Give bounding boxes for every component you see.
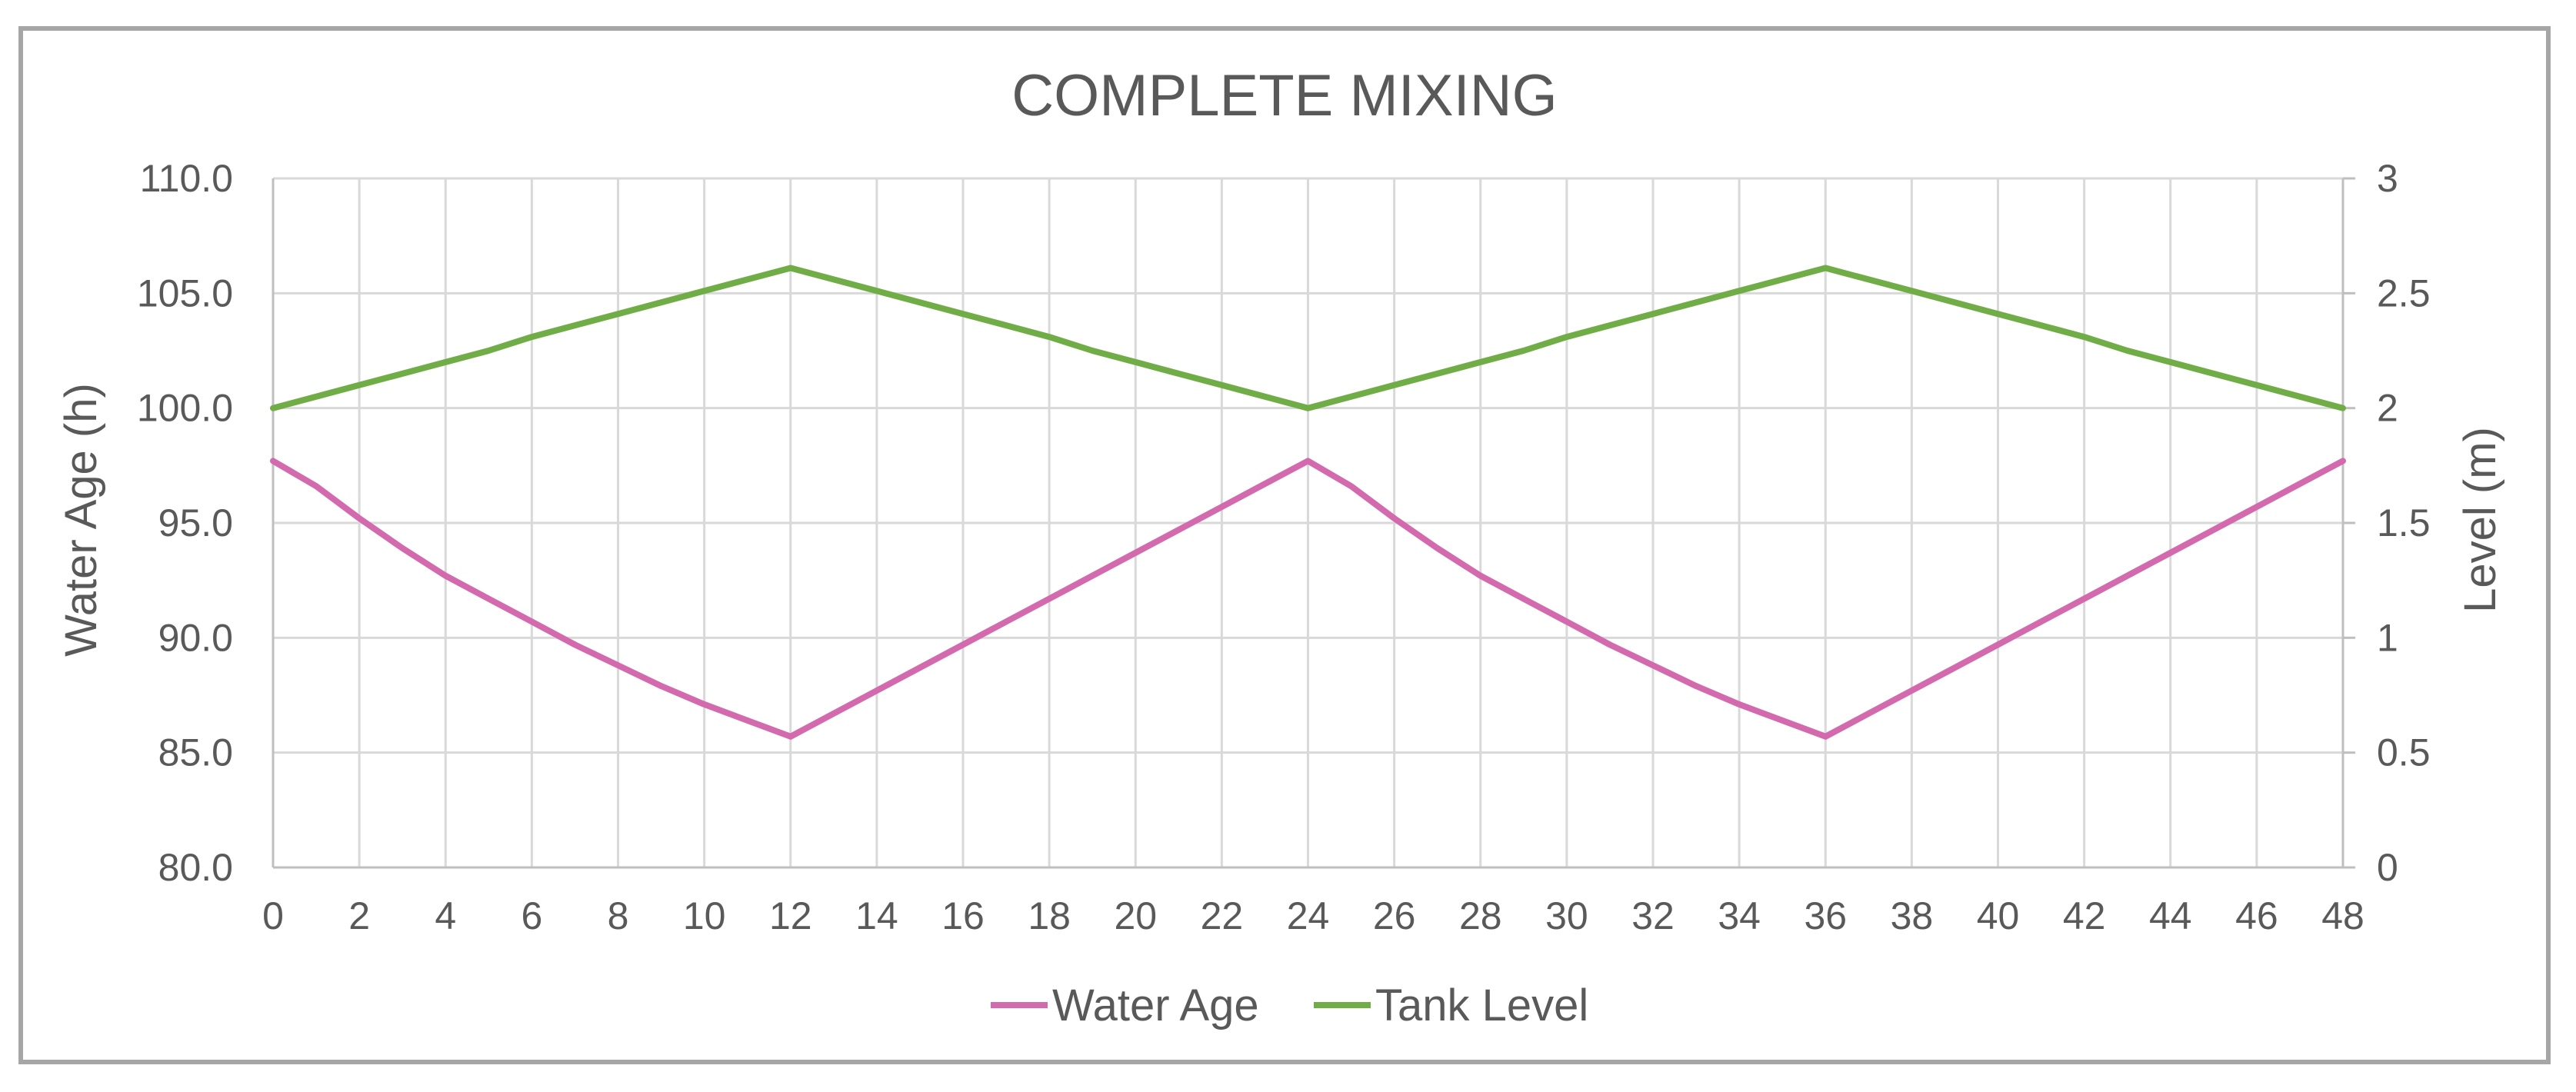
y-tick-label: 85.0: [158, 731, 233, 774]
series-line-water-age: [270, 458, 2346, 740]
y-tick-label: 80.0: [158, 846, 233, 889]
series: [270, 265, 2346, 740]
y-tick-label: 110.0: [140, 157, 233, 200]
legend-label-water-age: Water Age: [1052, 980, 1259, 1030]
x-tick-label: 12: [769, 894, 812, 937]
y2-tick-label: 0.5: [2377, 731, 2431, 774]
x-tick-label: 34: [1718, 894, 1761, 937]
x-tick-label: 44: [2149, 894, 2192, 937]
y2-tick-label: 0: [2377, 846, 2398, 889]
x-tick-label: 2: [348, 894, 370, 937]
y2-tick-label: 3: [2377, 157, 2398, 200]
y2-tick-label: 1.5: [2377, 501, 2431, 544]
y-tick-label: 100.0: [137, 387, 233, 430]
x-tick-label: 6: [521, 894, 542, 937]
y2-tick-label: 2: [2377, 387, 2398, 430]
x-tick-label: 42: [2063, 894, 2106, 937]
axes: [272, 177, 2355, 869]
series-line-tank-level: [270, 265, 2346, 411]
x-tick-label: 8: [608, 894, 629, 937]
y-axis-title-left: Water Age (h): [56, 383, 106, 657]
x-tick-label: 0: [262, 894, 284, 937]
y-tick-label: 105.0: [137, 271, 233, 315]
x-tick-label: 18: [1028, 894, 1071, 937]
chart-frame: [18, 26, 2551, 1064]
y-axis-title-right: Level (m): [2455, 427, 2505, 613]
legend: Water Age Tank Level: [991, 980, 1588, 1030]
y-tick-label: 90.0: [158, 616, 233, 659]
x-tick-label: 32: [1631, 894, 1675, 937]
x-tick-label: 22: [1201, 894, 1244, 937]
legend-label-tank-level: Tank Level: [1375, 980, 1588, 1030]
x-tick-label: 46: [2235, 894, 2278, 937]
y2-tick-label: 1: [2377, 616, 2398, 659]
x-tick-label: 30: [1545, 894, 1588, 937]
chart-title: COMPLETE MIXING: [1011, 63, 1557, 128]
x-tick-label: 16: [941, 894, 985, 937]
x-tick-label: 48: [2321, 894, 2364, 937]
y-tick-label: 95.0: [158, 501, 233, 544]
x-tick-label: 36: [1804, 894, 1847, 937]
x-tick-label: 28: [1459, 894, 1502, 937]
gridlines: [273, 177, 2344, 867]
x-tick-label: 26: [1373, 894, 1416, 937]
x-tick-label: 38: [1891, 894, 1934, 937]
tick-labels: 0 2 4 6 8 10 12 14 16 18 20 22 24 26 28 30 32 34 36 38 40 42 4…: [137, 157, 2431, 937]
y2-tick-label: 2.5: [2377, 271, 2431, 315]
x-tick-label: 20: [1114, 894, 1157, 937]
x-tick-label: 10: [683, 894, 726, 937]
x-tick-label: 14: [855, 894, 898, 937]
x-tick-label: 40: [1977, 894, 2020, 937]
x-tick-label: 24: [1287, 894, 1330, 937]
x-tick-label: 4: [435, 894, 456, 937]
